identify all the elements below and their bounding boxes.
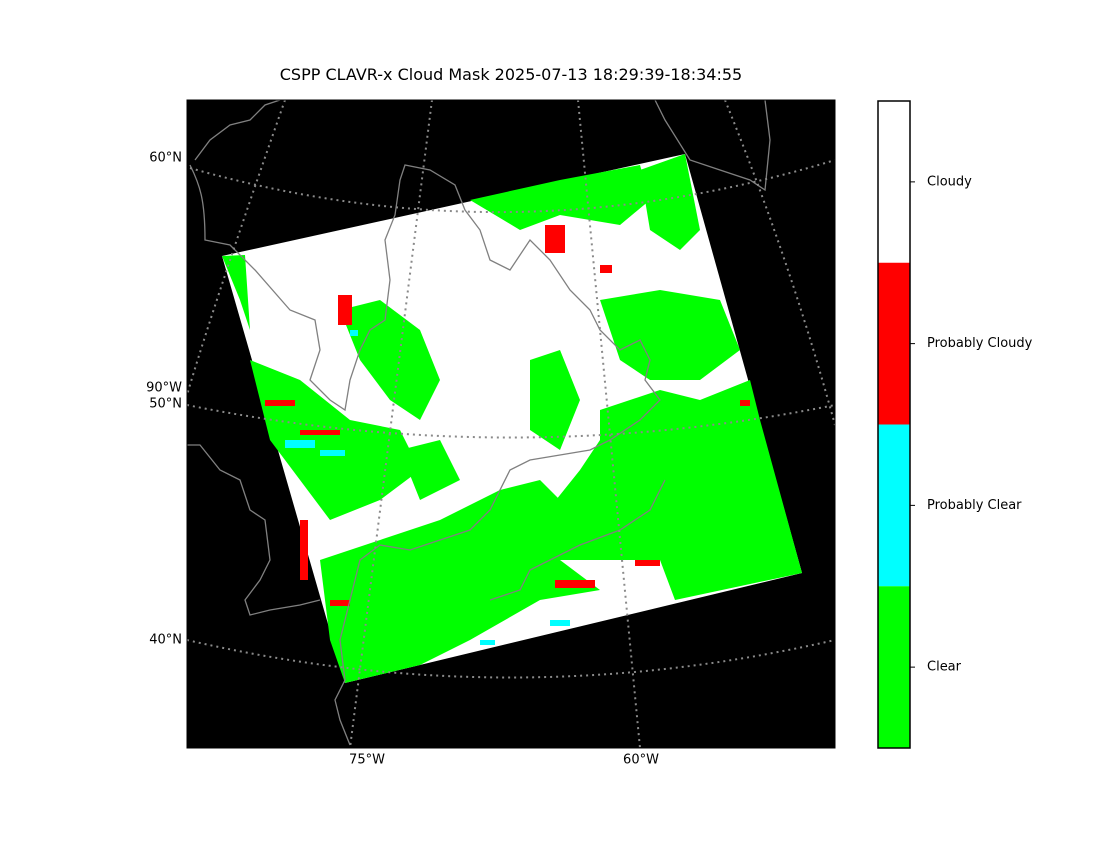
lon-edge-label: 90°W bbox=[146, 381, 182, 396]
colorbar-label: Cloudy bbox=[927, 174, 972, 189]
probably-cloudy-areas bbox=[265, 225, 750, 606]
colorbar-segment bbox=[878, 262, 910, 425]
lat-label: 40°N bbox=[149, 633, 182, 648]
map: 60°N 90°W 50°N 40°N 75°W 60°W bbox=[146, 99, 836, 768]
colorbar-frame bbox=[877, 100, 911, 749]
colorbar-segment bbox=[878, 424, 910, 587]
map-title: CSPP CLAVR-x Cloud Mask 2025-07-13 18:29… bbox=[280, 65, 742, 84]
map-frame bbox=[186, 99, 836, 749]
colorbar-segment bbox=[878, 101, 910, 263]
lon-label: 75°W bbox=[349, 753, 385, 768]
probably-clear-areas bbox=[285, 330, 570, 645]
lon-label: 60°W bbox=[623, 753, 659, 768]
colorbar-label: Probably Clear bbox=[927, 498, 1022, 513]
coastlines bbox=[187, 100, 771, 746]
lat-label: 60°N bbox=[149, 151, 182, 166]
colorbar-label: Clear bbox=[927, 660, 962, 675]
graticule bbox=[187, 100, 835, 748]
colorbar-segment bbox=[878, 586, 910, 748]
lat-label: 50°N bbox=[149, 397, 182, 412]
colorbar-label: Probably Cloudy bbox=[927, 336, 1033, 351]
colorbar: Cloudy Probably Cloudy Probably Clear Clear bbox=[877, 100, 1033, 749]
